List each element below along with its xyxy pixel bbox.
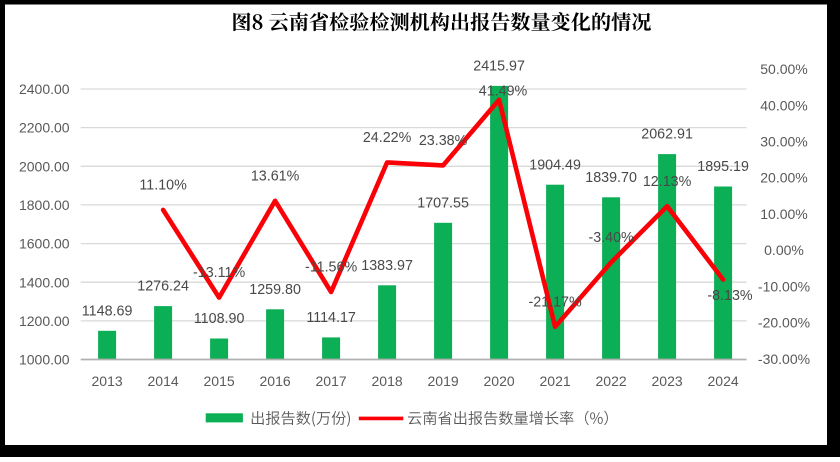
svg-text:2400.00: 2400.00 — [19, 81, 70, 97]
svg-text:1200.00: 1200.00 — [19, 313, 70, 329]
svg-text:11.10%: 11.10% — [139, 178, 187, 194]
svg-text:-30.00%: -30.00% — [758, 351, 810, 367]
svg-text:1895.19: 1895.19 — [697, 159, 749, 175]
svg-text:2016: 2016 — [260, 373, 291, 389]
svg-text:2018: 2018 — [372, 373, 403, 389]
svg-text:-10.00%: -10.00% — [758, 278, 810, 294]
svg-text:2023: 2023 — [652, 373, 683, 389]
svg-text:1108.90: 1108.90 — [194, 311, 245, 327]
svg-text:1114.17: 1114.17 — [306, 310, 356, 326]
svg-text:12.13%: 12.13% — [643, 174, 692, 190]
svg-text:2200.00: 2200.00 — [19, 120, 70, 136]
svg-text:1800.00: 1800.00 — [19, 197, 70, 213]
svg-text:2013: 2013 — [92, 373, 123, 389]
svg-text:20.00%: 20.00% — [760, 170, 807, 186]
svg-text:1707.55: 1707.55 — [417, 195, 469, 211]
svg-text:-21.17%: -21.17% — [528, 294, 582, 310]
svg-text:-8.13%: -8.13% — [707, 288, 753, 304]
svg-text:1383.97: 1383.97 — [361, 258, 413, 274]
svg-text:2019: 2019 — [428, 373, 459, 389]
svg-text:13.61%: 13.61% — [251, 168, 300, 184]
svg-text:1259.80: 1259.80 — [249, 282, 301, 298]
svg-text:2014: 2014 — [148, 373, 179, 389]
svg-text:1000.00: 1000.00 — [19, 352, 70, 368]
svg-text:41.49%: 41.49% — [479, 83, 528, 99]
svg-text:2024: 2024 — [708, 373, 739, 389]
svg-text:50.00%: 50.00% — [760, 61, 807, 77]
svg-text:-3.40%: -3.40% — [588, 230, 634, 246]
svg-text:30.00%: 30.00% — [760, 134, 807, 150]
svg-text:2021: 2021 — [540, 373, 571, 389]
svg-text:2017: 2017 — [316, 373, 347, 389]
svg-text:-20.00%: -20.00% — [758, 315, 810, 331]
svg-text:-13.11%: -13.11% — [193, 265, 245, 281]
svg-text:-11.56%: -11.56% — [305, 260, 357, 276]
svg-text:2415.97: 2415.97 — [473, 59, 525, 75]
svg-text:2000.00: 2000.00 — [19, 158, 70, 174]
svg-text:2062.91: 2062.91 — [641, 127, 693, 143]
svg-text:2015: 2015 — [204, 373, 235, 389]
svg-text:1839.70: 1839.70 — [585, 170, 637, 186]
svg-text:2022: 2022 — [596, 373, 627, 389]
svg-text:1904.49: 1904.49 — [529, 157, 581, 173]
svg-text:23.38%: 23.38% — [419, 133, 468, 149]
svg-text:10.00%: 10.00% — [760, 206, 807, 222]
svg-text:1400.00: 1400.00 — [19, 274, 70, 290]
svg-text:1148.69: 1148.69 — [82, 303, 133, 319]
svg-text:2020: 2020 — [484, 373, 515, 389]
svg-text:40.00%: 40.00% — [760, 97, 807, 113]
svg-text:1600.00: 1600.00 — [19, 236, 70, 252]
svg-text:1276.24: 1276.24 — [137, 279, 189, 295]
svg-text:24.22%: 24.22% — [363, 130, 412, 146]
svg-text:0.00%: 0.00% — [764, 242, 804, 258]
